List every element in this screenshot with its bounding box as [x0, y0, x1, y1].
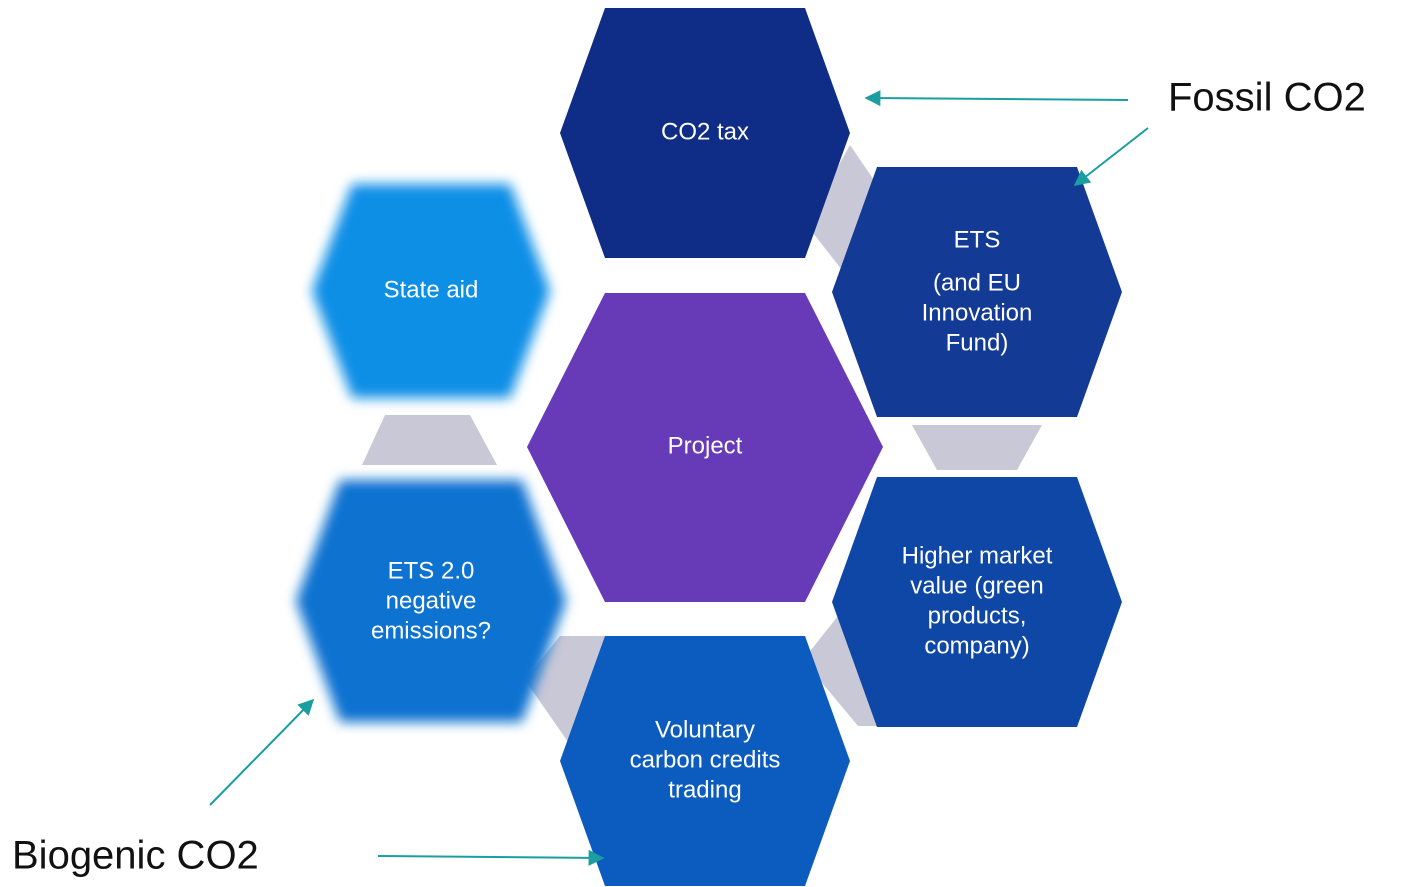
- node-label: Project: [668, 432, 743, 459]
- node-label: CO2 tax: [661, 118, 749, 145]
- node-label: ETS: [954, 226, 1001, 253]
- node-label: carbon credits: [630, 746, 781, 773]
- hexagon: [832, 167, 1122, 417]
- arrow: [1073, 127, 1149, 186]
- hexagon: [527, 293, 883, 602]
- arrow: [377, 849, 605, 866]
- connector: [362, 415, 497, 465]
- node-label: company): [924, 632, 1029, 659]
- node-label: Voluntary: [655, 716, 755, 743]
- arrow: [209, 698, 315, 806]
- node-label: negative: [386, 587, 477, 614]
- node-label: ETS 2.0: [388, 557, 475, 584]
- annotation: Biogenic CO2: [12, 834, 259, 878]
- hexagon: [560, 8, 850, 258]
- hexagon: [832, 477, 1122, 727]
- annotation: Fossil CO2: [1168, 76, 1366, 120]
- node-label: State aid: [384, 276, 479, 303]
- node-label: emissions?: [371, 617, 491, 644]
- node-label: Innovation: [922, 299, 1033, 326]
- connector: [912, 425, 1042, 470]
- node-label: (and EU: [933, 269, 1021, 296]
- hexagon: [560, 636, 850, 886]
- node-label: Higher market: [902, 542, 1053, 569]
- hexagon: [296, 480, 566, 722]
- node-label: value (green: [910, 572, 1043, 599]
- connector: [806, 145, 882, 270]
- hexagon: [312, 184, 550, 398]
- node-label: Fund): [946, 329, 1009, 356]
- node-label: trading: [668, 776, 741, 803]
- arrow: [864, 90, 1129, 107]
- node-label: products,: [928, 602, 1027, 629]
